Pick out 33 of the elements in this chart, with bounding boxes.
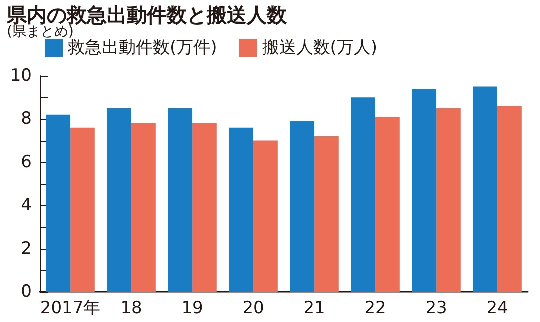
bar — [473, 86, 498, 292]
bar — [70, 128, 95, 292]
bar — [436, 108, 461, 292]
bar — [376, 117, 400, 292]
y-tick-label: 4 — [21, 196, 32, 216]
chart-subtitle: (県まとめ) — [7, 24, 74, 40]
x-tick-label: 21 — [304, 298, 326, 318]
bar — [351, 98, 376, 292]
bar — [132, 124, 156, 292]
x-tick-label: 19 — [182, 298, 204, 318]
legend-label: 搬送人数(万人) — [262, 38, 378, 58]
bar — [290, 121, 314, 292]
bar — [46, 114, 70, 292]
bar — [107, 108, 132, 292]
y-tick-label: 10 — [10, 66, 32, 86]
x-tick-label: 20 — [242, 298, 264, 318]
bar — [498, 106, 522, 292]
x-tick-label: 18 — [120, 298, 142, 318]
bar — [412, 88, 436, 292]
bar — [168, 108, 192, 292]
x-tick-label: 23 — [426, 298, 448, 318]
y-tick-label: 0 — [21, 282, 32, 302]
y-tick-label: 6 — [21, 152, 32, 172]
x-tick-label: 24 — [486, 298, 508, 318]
x-tick-label: 2017年 — [40, 298, 101, 318]
bar — [229, 128, 254, 292]
y-tick-label: 8 — [21, 109, 32, 130]
y-tick-label: 2 — [21, 238, 32, 259]
x-tick-label: 22 — [364, 298, 386, 318]
legend-label: 救急出動件数(万件) — [67, 38, 218, 58]
bar — [314, 136, 339, 292]
bar — [192, 124, 217, 292]
bar — [254, 140, 278, 292]
